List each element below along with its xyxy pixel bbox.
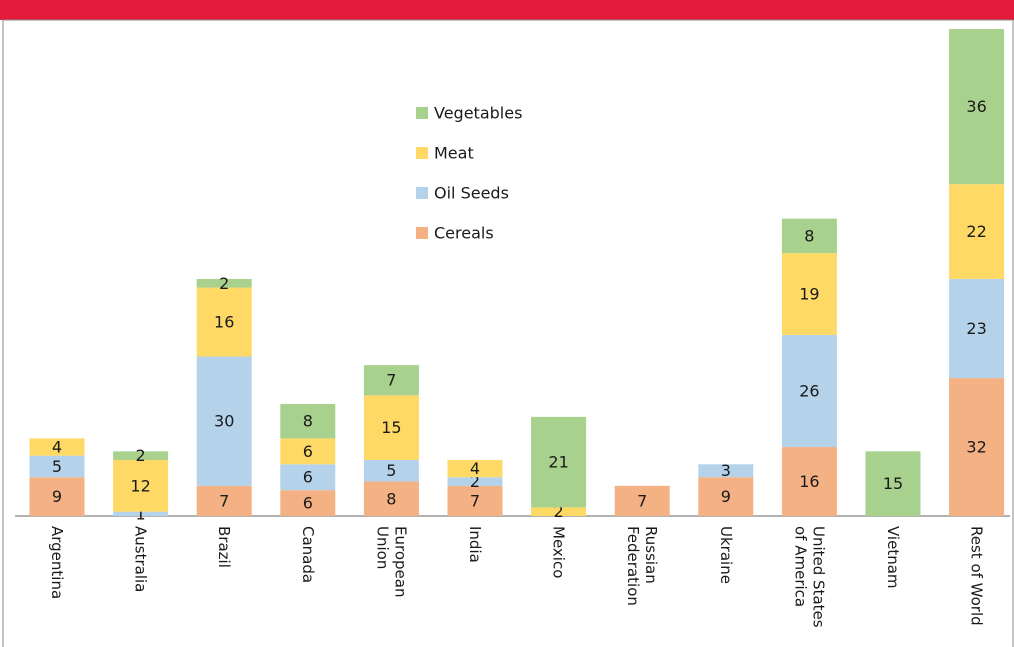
x-tick-label: Canada <box>298 526 317 584</box>
value-label: 30 <box>214 412 234 431</box>
x-tick-label: Australia <box>131 526 150 593</box>
legend-swatch <box>416 147 428 159</box>
bar-segment <box>29 455 85 478</box>
value-label: 7 <box>470 491 480 510</box>
x-tick-label: European Union <box>373 526 410 598</box>
bar-segment <box>781 447 837 516</box>
bar-segment <box>113 459 169 512</box>
value-label: 2 <box>554 502 564 521</box>
legend-label: Meat <box>434 144 474 163</box>
bar-segment <box>363 459 419 482</box>
value-label: 36 <box>966 97 986 116</box>
value-label: 5 <box>386 461 396 480</box>
bar-segment <box>949 184 1005 279</box>
bar-segment <box>949 28 1005 185</box>
bar-segment <box>447 459 503 478</box>
x-tick-label: Rest of World <box>967 526 986 626</box>
bar-segment <box>280 438 336 465</box>
value-label: 6 <box>303 442 313 461</box>
legend-label: Vegetables <box>434 104 522 123</box>
value-label: 7 <box>219 491 229 510</box>
value-label: 9 <box>721 487 731 506</box>
bar-segment <box>196 278 252 288</box>
bar-segment <box>698 464 754 478</box>
x-tick-label: Brazil <box>215 526 234 568</box>
legend-swatch <box>416 107 428 119</box>
x-tick-label: India <box>466 526 484 563</box>
value-label: 23 <box>966 319 986 338</box>
x-tick-label: Russian Federation <box>624 526 661 606</box>
value-label: 32 <box>966 438 986 457</box>
bar-segment <box>29 477 85 516</box>
bar-segment <box>196 356 252 486</box>
bar-segment <box>196 485 252 516</box>
value-label: 6 <box>303 468 313 487</box>
value-label: 21 <box>548 453 568 472</box>
bar-segment <box>280 490 336 516</box>
value-label: 1 <box>136 504 146 523</box>
value-label: 6 <box>303 494 313 513</box>
x-tick-label: Ukraine <box>716 526 735 584</box>
value-label: 9 <box>52 487 62 506</box>
bar-segment <box>29 438 85 456</box>
value-label: 8 <box>804 226 814 245</box>
bar-segment <box>113 511 169 516</box>
bar-segment <box>196 287 252 357</box>
frame <box>2 19 1014 647</box>
value-label: 16 <box>214 313 234 332</box>
x-tick-label: United States of America <box>791 526 828 628</box>
bar-segment <box>781 218 837 254</box>
x-tick-label: Vietnam <box>884 526 902 589</box>
bar-segment <box>698 477 754 516</box>
bar-segment <box>949 278 1005 379</box>
value-label: 2 <box>136 446 146 465</box>
value-label: 5 <box>52 457 62 476</box>
value-label: 8 <box>303 412 313 431</box>
bar-segment <box>531 507 587 516</box>
legend-label: Oil Seeds <box>434 184 509 203</box>
bar-segment <box>363 365 419 396</box>
legend-label: Cereals <box>434 224 494 243</box>
bar-segment <box>363 395 419 460</box>
bar-segment <box>447 485 503 516</box>
bar-segment <box>781 334 837 448</box>
value-label: 16 <box>799 472 819 491</box>
value-label: 26 <box>799 382 819 401</box>
value-label: 3 <box>721 461 731 480</box>
value-label: 8 <box>386 489 396 508</box>
bar-segment <box>949 378 1005 516</box>
value-label: 15 <box>381 418 401 437</box>
bar-segment <box>113 451 169 460</box>
legend-swatch <box>416 187 428 199</box>
header-bar <box>0 0 1014 20</box>
value-label: 2 <box>219 274 229 293</box>
value-label: 22 <box>966 222 986 241</box>
bar-segment <box>614 485 670 516</box>
value-label: 4 <box>470 459 480 478</box>
value-label: 12 <box>130 476 150 495</box>
bar-segment <box>280 403 336 439</box>
value-label: 7 <box>386 371 396 390</box>
bar-segment <box>865 451 921 516</box>
bar-segment <box>363 481 419 516</box>
bar-segment <box>531 416 587 508</box>
bar-segment <box>447 477 503 486</box>
value-label: 4 <box>52 438 62 457</box>
value-label: 7 <box>637 491 647 510</box>
bar-segment <box>781 253 837 335</box>
x-tick-label: Argentina <box>48 526 66 600</box>
value-label: 19 <box>799 285 819 304</box>
bar-segment <box>280 464 336 491</box>
x-tick-label: Mexico <box>549 526 568 579</box>
value-label: 15 <box>883 474 903 493</box>
value-label: 2 <box>470 472 480 491</box>
legend-swatch <box>416 227 428 239</box>
